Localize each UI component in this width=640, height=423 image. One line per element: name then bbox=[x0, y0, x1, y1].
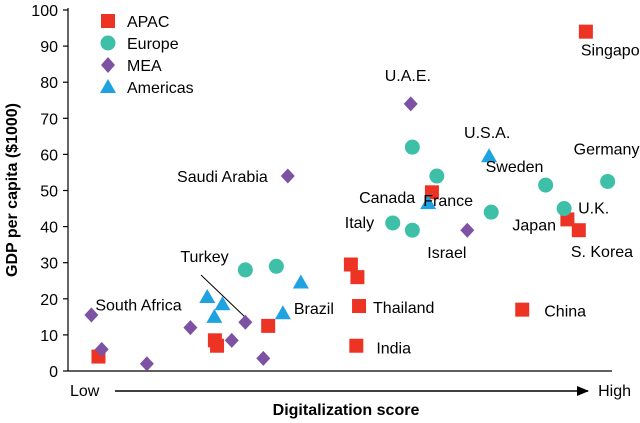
point-mea-5 bbox=[238, 314, 253, 330]
point-europe-7 bbox=[538, 177, 554, 193]
point-apac-7 bbox=[349, 338, 364, 353]
point-apac-9 bbox=[515, 302, 530, 317]
label-s-korea: S. Korea bbox=[571, 244, 633, 261]
label-india: India bbox=[376, 341, 411, 358]
point-europe-4 bbox=[404, 139, 420, 155]
point-europe-0 bbox=[237, 262, 253, 278]
label-japan: Japan bbox=[512, 217, 556, 234]
point-mea-6 bbox=[256, 350, 271, 366]
label-saudi-arabia: Saudi Arabia bbox=[177, 169, 268, 186]
x-axis-title: Digitalization score bbox=[273, 402, 420, 419]
ytick-label-10: 10 bbox=[40, 328, 58, 345]
ytick-label-30: 30 bbox=[40, 256, 58, 273]
legend-marker-mea bbox=[101, 57, 115, 73]
x-axis-high-label: High bbox=[598, 383, 631, 400]
point-americas-6 bbox=[481, 148, 498, 163]
ytick-label-60: 60 bbox=[40, 147, 58, 164]
point-americas-0 bbox=[199, 288, 216, 303]
south-africa-pointer-line bbox=[200, 274, 247, 319]
point-europe-1 bbox=[268, 258, 284, 274]
legend-label-americas: Americas bbox=[127, 80, 194, 97]
legend: APAC Europe MEA Americas bbox=[100, 14, 194, 97]
point-mea-1 bbox=[94, 341, 109, 357]
ytick-label-0: 0 bbox=[49, 364, 58, 381]
legend-label-europe: Europe bbox=[127, 36, 179, 53]
label-brazil: Brazil bbox=[294, 301, 334, 318]
ytick-label-70: 70 bbox=[40, 111, 58, 128]
point-apac-12 bbox=[578, 24, 593, 39]
legend-label-mea: MEA bbox=[127, 58, 162, 75]
point-mea-0 bbox=[84, 307, 99, 323]
legend-marker-apac bbox=[101, 14, 115, 28]
point-europe-2 bbox=[385, 215, 401, 231]
point-americas-2 bbox=[214, 296, 231, 311]
point-mea-2 bbox=[139, 356, 154, 372]
label-sweden: Sweden bbox=[486, 159, 544, 176]
ytick-label-20: 20 bbox=[40, 292, 58, 309]
label-singapore: Singapore bbox=[581, 43, 640, 60]
label-france: France bbox=[423, 193, 473, 210]
point-apac-4 bbox=[343, 257, 358, 272]
label-china: China bbox=[544, 304, 586, 321]
label-germany: Germany bbox=[574, 141, 640, 158]
label-u-a-e: U.A.E. bbox=[385, 68, 431, 85]
point-europe-9 bbox=[600, 173, 616, 189]
point-apac-11 bbox=[571, 223, 586, 238]
label-israel: Israel bbox=[427, 245, 466, 262]
label-italy: Italy bbox=[345, 215, 374, 232]
ytick-label-80: 80 bbox=[40, 75, 58, 92]
point-europe-5 bbox=[429, 168, 445, 184]
legend-marker-europe bbox=[100, 35, 116, 51]
point-apac-2 bbox=[210, 338, 225, 353]
point-mea-7 bbox=[280, 168, 295, 184]
label-u-s-a: U.S.A. bbox=[464, 125, 510, 142]
point-apac-5 bbox=[350, 270, 365, 285]
legend-label-apac: APAC bbox=[127, 14, 169, 31]
label-turkey: Turkey bbox=[180, 249, 228, 266]
point-americas-5 bbox=[420, 195, 437, 210]
point-mea-8 bbox=[403, 96, 418, 112]
point-americas-4 bbox=[292, 274, 309, 289]
point-europe-6 bbox=[483, 204, 499, 220]
legend-marker-americas bbox=[100, 79, 116, 93]
x-axis-low-label: Low bbox=[70, 383, 100, 400]
point-europe-3 bbox=[404, 222, 420, 238]
point-americas-3 bbox=[274, 305, 291, 320]
point-europe-8 bbox=[556, 201, 572, 217]
label-south-africa: South Africa bbox=[95, 297, 181, 314]
point-mea-3 bbox=[183, 320, 198, 336]
ytick-label-50: 50 bbox=[40, 184, 58, 201]
label-u-k: U.K. bbox=[578, 201, 609, 218]
ytick-label-100: 100 bbox=[31, 3, 58, 20]
y-axis-title: GDP per capita ($1000) bbox=[4, 103, 21, 277]
ytick-label-90: 90 bbox=[40, 39, 58, 56]
label-canada: Canada bbox=[359, 190, 415, 207]
ytick-label-40: 40 bbox=[40, 220, 58, 237]
point-mea-4 bbox=[224, 332, 239, 348]
point-americas-1 bbox=[206, 308, 223, 323]
point-mea-9 bbox=[460, 222, 475, 238]
point-apac-3 bbox=[261, 318, 276, 333]
point-apac-6 bbox=[352, 299, 367, 314]
label-thailand: Thailand bbox=[373, 300, 434, 317]
